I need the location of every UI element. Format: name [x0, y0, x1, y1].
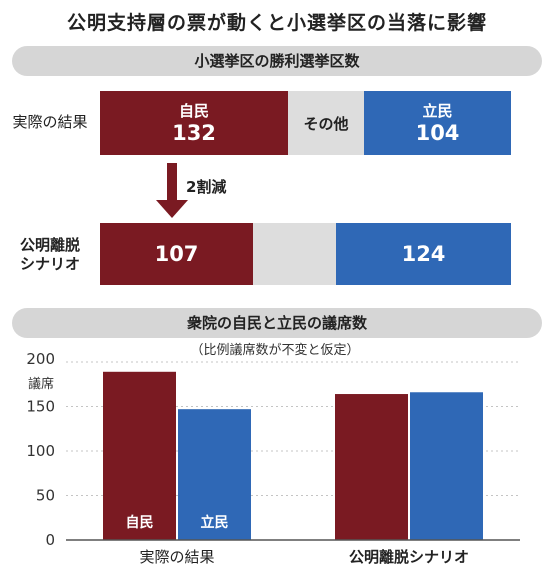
bar-ldp: [335, 394, 408, 540]
arrow-label: 2割減: [186, 178, 227, 196]
seg-scenario-cdp: 124: [336, 223, 511, 285]
bar-ldp: [103, 371, 176, 540]
seg-actual-other: その他: [288, 91, 364, 155]
seg-actual-ldp: 自民 132: [100, 91, 288, 155]
bar-cdp: [410, 392, 483, 540]
row-label-scenario-line2: シナリオ: [19, 255, 80, 273]
seg-actual-cdp: 立民 104: [364, 91, 511, 155]
bar-cdp: [178, 409, 251, 540]
seg-actual-cdp-value: 104: [415, 121, 460, 145]
section1-title: 小選挙区の勝利選挙区数: [12, 46, 542, 76]
seg-actual-ldp-party: 自民: [178, 102, 209, 120]
arrow-head-icon: [156, 200, 188, 218]
y-tick-label: 50: [36, 487, 55, 505]
section2-title: 衆院の自民と立民の議席数: [12, 308, 542, 338]
chart-note: （比例議席数が不変と仮定）: [190, 342, 359, 358]
bar-series-label: 立民: [201, 514, 229, 531]
seg-scenario-ldp: 107: [100, 223, 253, 285]
seg-scenario-cdp-value: 124: [401, 242, 446, 266]
seg-actual-ldp-value: 132: [172, 121, 216, 145]
y-tick-label: 200: [26, 350, 55, 368]
bar-series-label: 自民: [126, 514, 154, 531]
row-label-actual: 実際の結果: [12, 113, 88, 131]
y-tick-label: 150: [26, 398, 55, 416]
seg-scenario-ldp-value: 107: [154, 242, 199, 266]
row-label-scenario-line1: 公明離脱: [19, 236, 80, 254]
seg-actual-other-label: その他: [303, 114, 349, 133]
arrow-down-icon: [167, 163, 177, 203]
y-tick-label: 0: [45, 531, 55, 549]
seg-actual-cdp-party: 立民: [422, 102, 453, 120]
x-tick-label: 実際の結果: [139, 548, 214, 566]
main-title: 公明支持層の票が動くと小選挙区の当落に影響: [66, 12, 487, 34]
y-tick-label: 100: [26, 442, 55, 460]
row-label-scenario: 公明離脱 シナリオ: [0, 236, 100, 274]
y-axis-label: 議席: [28, 376, 54, 392]
x-tick-label: 公明離脱シナリオ: [349, 548, 469, 566]
seg-scenario-other: [253, 223, 336, 285]
